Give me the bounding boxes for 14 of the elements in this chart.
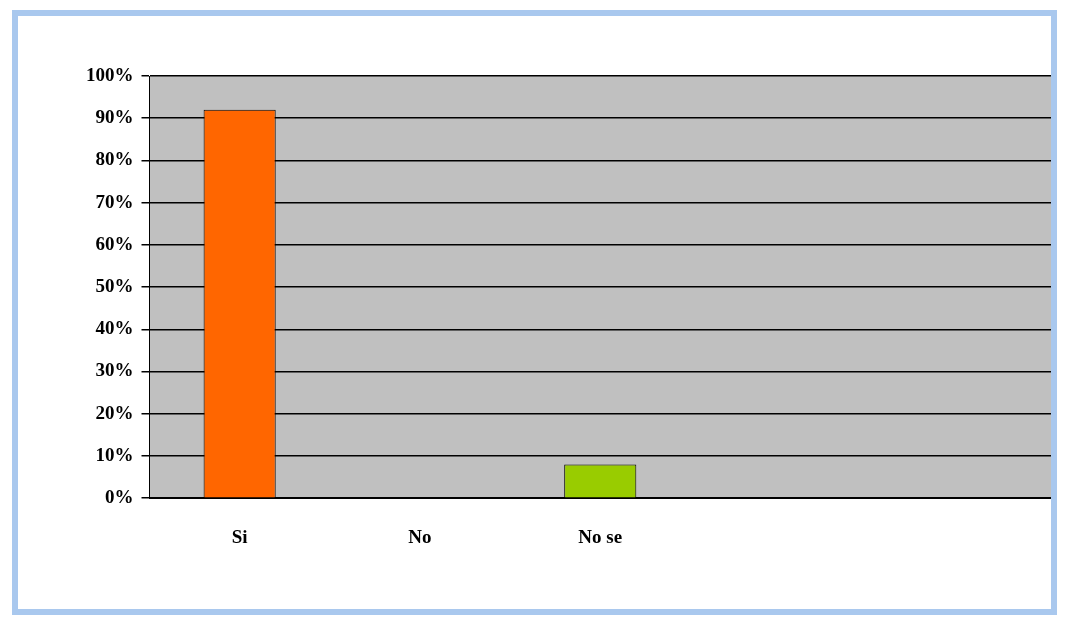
y-tick-label: 100% bbox=[86, 63, 134, 85]
y-tick-label: 0% bbox=[105, 486, 134, 508]
y-tick-label: 50% bbox=[95, 275, 134, 297]
y-tick-label: 10% bbox=[95, 443, 134, 465]
y-tick-label: 70% bbox=[95, 190, 134, 212]
x-tick-label: No bbox=[408, 525, 432, 547]
y-tick-label: 80% bbox=[95, 148, 134, 170]
y-tick-label: 60% bbox=[95, 232, 134, 254]
y-tick-label: 90% bbox=[95, 106, 134, 128]
y-tick-label: 30% bbox=[95, 359, 134, 381]
x-tick-label: No se bbox=[578, 525, 623, 547]
y-tick-label: 20% bbox=[95, 401, 134, 423]
x-tick-label: Si bbox=[231, 525, 248, 547]
y-tick-label: 40% bbox=[95, 317, 134, 339]
